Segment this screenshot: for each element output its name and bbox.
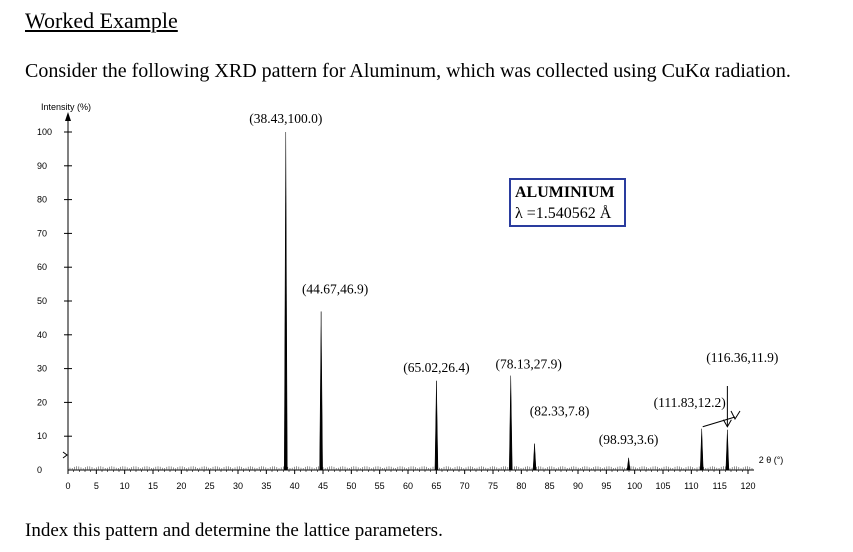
x-tick-label: 85 bbox=[545, 481, 555, 491]
origin-marker bbox=[62, 451, 68, 459]
peak-line bbox=[532, 443, 537, 471]
problem-statement: Consider the following XRD pattern for A… bbox=[25, 60, 791, 82]
y-axis-title: Intensity (%) bbox=[41, 102, 91, 112]
x-tick-label: 5 bbox=[94, 481, 99, 491]
y-tick-label: 80 bbox=[37, 195, 47, 205]
x-tick-label: 115 bbox=[712, 481, 726, 491]
peak-line bbox=[508, 375, 513, 471]
task-instruction: Index this pattern and determine the lat… bbox=[25, 520, 443, 541]
peak-label: (82.33,7.8) bbox=[530, 404, 590, 419]
x-tick-label: 20 bbox=[176, 481, 186, 491]
legend-title: ALUMINIUM bbox=[515, 184, 615, 201]
peak-line bbox=[626, 457, 631, 471]
x-tick-label: 0 bbox=[65, 481, 70, 491]
x-tick-label: 105 bbox=[655, 481, 670, 491]
peak-line bbox=[725, 429, 730, 471]
peak-label: (65.02,26.4) bbox=[403, 360, 469, 375]
peak-label: (78.13,27.9) bbox=[496, 357, 562, 372]
y-tick-label: 100 bbox=[37, 127, 52, 137]
x-tick-label: 95 bbox=[601, 481, 611, 491]
peak-label: (98.93,3.6) bbox=[599, 432, 659, 447]
leader-arrowhead bbox=[730, 410, 741, 421]
peak-line bbox=[699, 428, 704, 471]
x-tick-label: 80 bbox=[516, 481, 526, 491]
y-tick-label: 20 bbox=[37, 397, 47, 407]
peak-label: (116.36,11.9) bbox=[706, 350, 778, 365]
x-minor-ticks bbox=[73, 470, 743, 472]
peak-label: (44.67,46.9) bbox=[302, 281, 368, 296]
x-tick-label: 65 bbox=[431, 481, 441, 491]
y-axis-arrow bbox=[65, 112, 71, 121]
legend-box: ALUMINIUM λ =1.540562 Å bbox=[509, 178, 626, 227]
y-tick-label: 0 bbox=[37, 465, 42, 475]
legend-wavelength: λ =1.540562 Å bbox=[515, 205, 612, 222]
x-tick-label: 25 bbox=[205, 481, 215, 491]
leader-arrowhead bbox=[722, 419, 732, 428]
x-tick-label: 60 bbox=[403, 481, 413, 491]
x-tick-label: 30 bbox=[233, 481, 243, 491]
x-tick-label: 45 bbox=[318, 481, 328, 491]
page-heading: Worked Example bbox=[25, 8, 178, 33]
y-tick-label: 40 bbox=[37, 330, 47, 340]
y-tick-label: 10 bbox=[37, 431, 47, 441]
peak-line bbox=[434, 380, 439, 471]
peak-label: (111.83,12.2) bbox=[654, 395, 726, 410]
peak-line bbox=[319, 311, 323, 471]
x-tick-label: 70 bbox=[460, 481, 470, 491]
peak-line bbox=[284, 131, 288, 471]
x-tick-label: 15 bbox=[148, 481, 158, 491]
x-tick-label: 75 bbox=[488, 481, 498, 491]
x-tick-label: 100 bbox=[627, 481, 642, 491]
y-tick-label: 90 bbox=[37, 161, 47, 171]
x-tick-label: 55 bbox=[375, 481, 385, 491]
leader-arrow bbox=[702, 416, 736, 428]
x-tick-label: 90 bbox=[573, 481, 583, 491]
y-tick-label: 70 bbox=[37, 228, 47, 238]
x-axis-title: 2 θ (°) bbox=[759, 455, 784, 465]
x-tick-label: 50 bbox=[346, 481, 356, 491]
y-tick-label: 30 bbox=[37, 364, 47, 374]
x-tick-label: 120 bbox=[740, 481, 755, 491]
y-tick-label: 60 bbox=[37, 262, 47, 272]
y-tick-label: 50 bbox=[37, 296, 47, 306]
x-tick-label: 35 bbox=[261, 481, 271, 491]
peak-label: (38.43,100.0) bbox=[249, 111, 322, 126]
background-noise bbox=[69, 466, 753, 470]
x-tick-label: 110 bbox=[684, 481, 698, 491]
x-tick-label: 10 bbox=[120, 481, 130, 491]
x-tick-label: 40 bbox=[290, 481, 300, 491]
